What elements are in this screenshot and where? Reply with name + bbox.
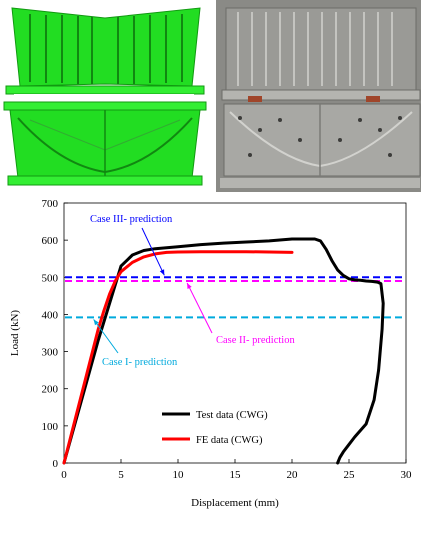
annotation-arrowhead-1 — [159, 269, 165, 276]
y-tick-label: 0 — [53, 458, 59, 470]
y-tick-label: 500 — [42, 272, 59, 284]
y-axis-label: Load (kN) — [9, 310, 21, 356]
series-line-1 — [62, 237, 385, 465]
y-tick-label: 700 — [42, 198, 59, 210]
y-tick-label: 400 — [42, 309, 59, 321]
annotation-label-2: Case II- prediction — [216, 335, 295, 346]
legend-label-2: FE data (CWG) — [196, 435, 263, 446]
load-displacement-chart: 0 100 200 300 400 500 600 700 0 5 10 15 20 25 30 Case I… — [9, 198, 413, 509]
plot-layer: 0 100 200 300 400 500 600 700 0 5 10 15 20 25 30 Case I… — [42, 198, 413, 481]
x-tick-label: 15 — [230, 469, 242, 481]
annotation-arrowhead-2 — [187, 283, 192, 289]
y-tick-label: 600 — [42, 235, 59, 247]
x-tick-label: 25 — [344, 469, 356, 481]
annotation-arrow-3 — [93, 319, 119, 354]
series-line-2 — [62, 250, 294, 465]
x-tick-label: 30 — [401, 469, 413, 481]
x-tick-label: 10 — [173, 469, 185, 481]
x-tick-label: 20 — [287, 469, 299, 481]
x-tick-label: 0 — [61, 469, 67, 481]
y-tick-label: 200 — [42, 384, 59, 396]
legend-label-1: Test data (CWG) — [196, 410, 268, 421]
x-tick-label: 5 — [118, 469, 124, 481]
y-tick-label: 100 — [42, 421, 59, 433]
fe-model-image — [0, 0, 210, 195]
annotation-label-1: Case III- prediction — [90, 214, 173, 225]
annotation-arrow-2 — [186, 282, 213, 334]
y-tick-label: 300 — [42, 347, 59, 359]
annotation-arrow-1 — [141, 227, 165, 276]
annotation-label-3: Case I- prediction — [102, 357, 178, 368]
annotation-arrowhead-3 — [93, 319, 99, 326]
specimen-images — [0, 0, 421, 195]
x-axis-label: Displacement (mm) — [191, 497, 279, 509]
test-specimen-photo — [216, 0, 421, 192]
